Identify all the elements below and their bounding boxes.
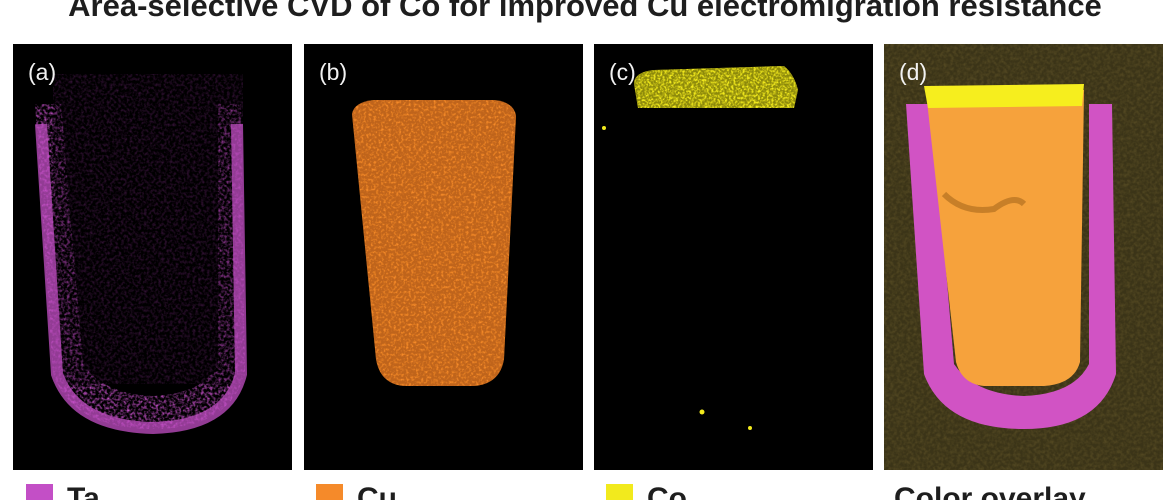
legend-label: Ta (67, 482, 100, 500)
legend-item-co: Co (606, 484, 687, 500)
panel-cu-map: (b) (304, 44, 583, 470)
figure-title: Area-selective CVD of Co for improved Cu… (68, 0, 1102, 23)
legend-item-cu: Cu (316, 484, 397, 500)
legend-swatch-cu (316, 484, 343, 500)
panel-label: (b) (319, 59, 348, 85)
co-eds-map-image (602, 66, 798, 430)
overlay-eds-map-image (884, 44, 1163, 470)
legend-label: Color overlay (894, 482, 1086, 500)
legend-item-ta: Ta (26, 484, 100, 500)
panel-color-overlay: (d) (884, 44, 1163, 470)
panel-co-map: (c) (594, 44, 873, 470)
legend-label: Cu (357, 482, 397, 500)
panel-label: (d) (899, 59, 928, 85)
legend-swatch-ta (26, 484, 53, 500)
legend-label: Co (647, 482, 687, 500)
panel-label: (a) (28, 59, 57, 85)
ta-eds-map-image (35, 74, 248, 435)
cu-eds-map-image (352, 100, 516, 386)
panel-ta-map: (a) (13, 44, 292, 470)
legend-swatch-co (606, 484, 633, 500)
legend-item-overlay: Color overlay (894, 484, 1086, 500)
panel-label: (c) (609, 59, 636, 85)
